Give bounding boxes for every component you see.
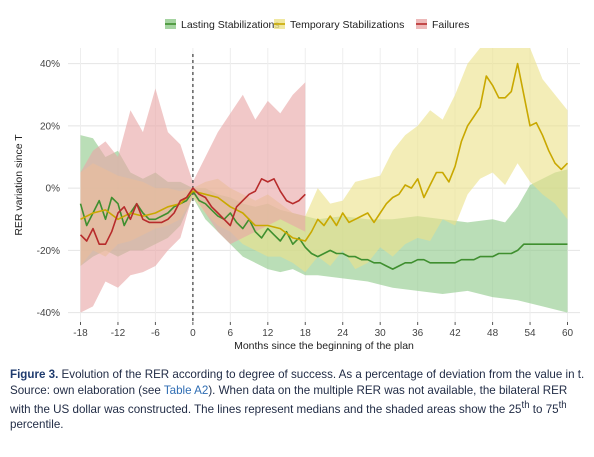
x-tick-label-10: 42 — [450, 328, 462, 339]
band-1 — [80, 48, 568, 273]
table-a2-link[interactable]: Table A2 — [163, 383, 209, 397]
figure-caption: Figure 3. Evolution of the RER according… — [10, 367, 586, 433]
superscript-th-1: th — [521, 400, 530, 411]
x-tick-label-1: -12 — [111, 328, 126, 339]
y-axis-label: RER variation since T — [13, 134, 25, 236]
percentile-25: 25 — [508, 402, 522, 416]
median-lines — [79, 62, 569, 270]
source-prefix: Source: own elaboration (see — [10, 383, 164, 397]
figure-label: Figure 3. — [10, 368, 59, 381]
figure-source: Source: own elaboration (see Table A2). … — [10, 383, 586, 433]
figure-title: Figure 3. Evolution of the RER according… — [10, 367, 586, 383]
figure-text: Evolution of the RER according to degree… — [58, 368, 585, 381]
median-line-1 — [80, 62, 569, 242]
superscript-th-2: th — [558, 400, 567, 411]
to-text: to 75 — [529, 402, 559, 416]
x-tick-label-7: 24 — [337, 328, 349, 339]
x-tick-label-2: -6 — [151, 328, 160, 339]
x-tick-label-3: 0 — [190, 328, 196, 339]
axes: -18 -12 -6 0 6 12 18 24 30 36 42 48 54 60 -40% -20% 0% 20… — [37, 59, 574, 339]
median-line-0 — [79, 190, 568, 270]
legend-label-0: Lasting Stabilizations — [181, 19, 280, 31]
x-axis-label: Months since the beginning of the plan — [234, 340, 414, 352]
percentile-end: percentile. — [10, 418, 64, 432]
x-tick-label-13: 60 — [562, 328, 574, 339]
legend-label-1: Temporary Stabilizations — [290, 19, 404, 31]
y-tick-label-0: -40% — [37, 308, 60, 319]
median-line-2 — [79, 178, 306, 245]
x-tick-label-9: 36 — [412, 328, 424, 339]
x-tick-label-8: 30 — [375, 328, 387, 339]
x-tick-label-11: 48 — [487, 328, 499, 339]
y-tick-label-2: 0% — [46, 184, 61, 195]
source-text: ). When data on the multiple RER was not… — [10, 383, 568, 416]
band-2 — [80, 82, 306, 313]
y-tick-label-3: 20% — [40, 121, 60, 132]
percentile-bands — [80, 48, 568, 313]
x-tick-label-4: 6 — [228, 328, 234, 339]
x-tick-label-5: 12 — [262, 328, 274, 339]
legend-label-2: Failures — [432, 19, 469, 31]
y-tick-label-4: 40% — [40, 59, 60, 70]
x-tick-label-6: 18 — [300, 328, 312, 339]
x-tick-label-0: -18 — [73, 328, 88, 339]
rer-chart: Lasting Stabilizations Temporary Stabiliz… — [13, 19, 580, 352]
y-tick-label-1: -20% — [37, 246, 60, 257]
x-tick-label-12: 54 — [524, 328, 536, 339]
legend: Lasting Stabilizations Temporary Stabiliz… — [165, 19, 469, 31]
